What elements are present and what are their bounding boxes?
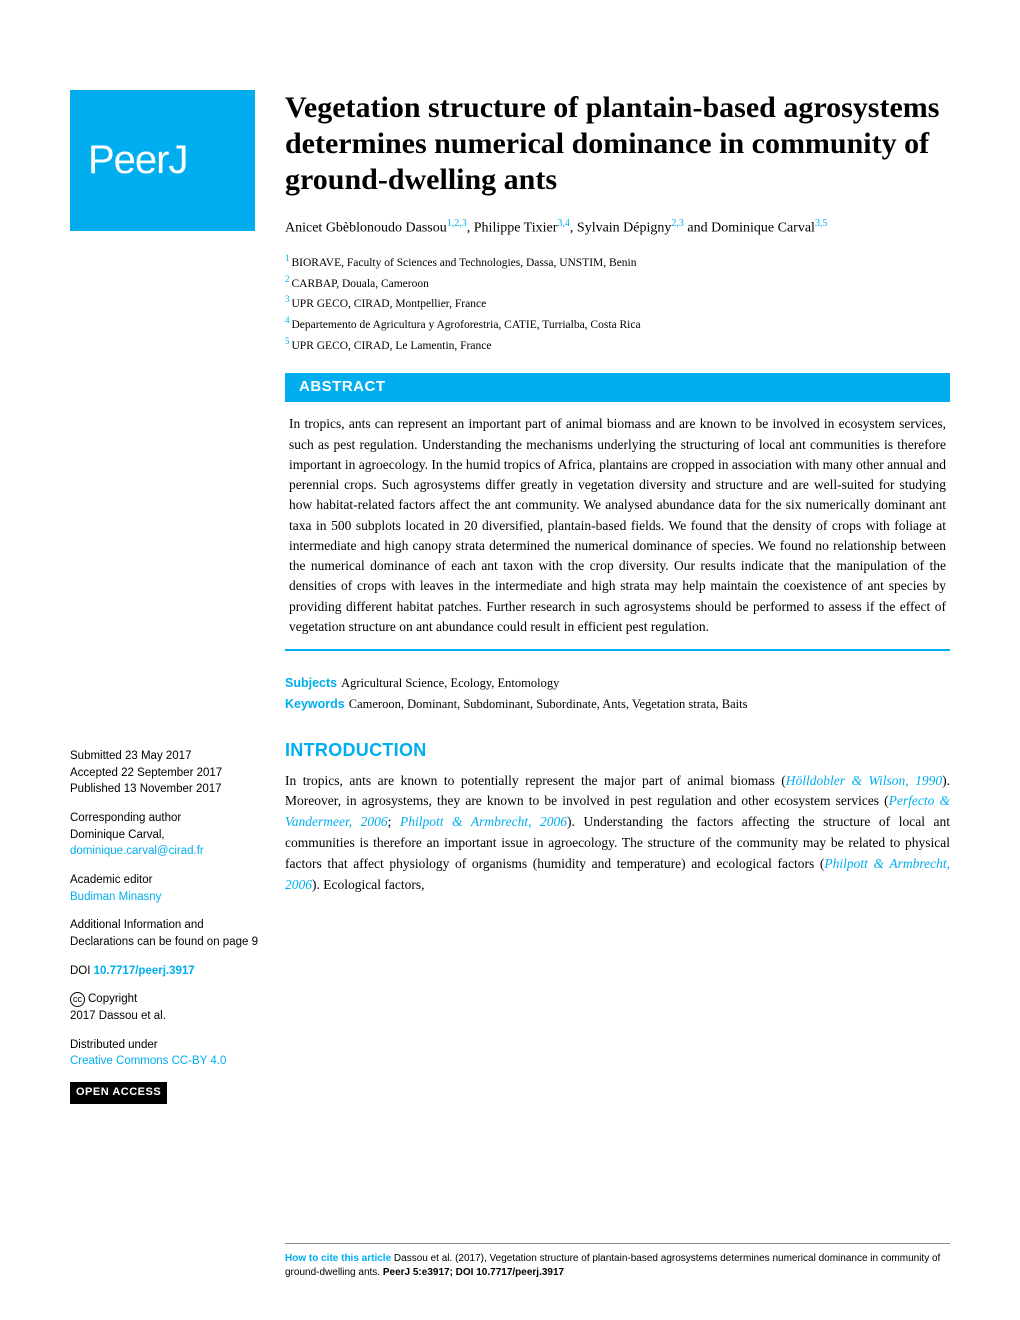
affil-text: UPR GECO, CIRAD, Montpellier, France — [292, 298, 487, 310]
citation-link[interactable]: Hölldobler & Wilson, 1990 — [786, 773, 942, 788]
cc-icon: cc — [70, 992, 85, 1007]
accepted-date: 22 September 2017 — [121, 767, 222, 779]
subjects-label: Subjects — [285, 676, 337, 690]
logo-j: J — [169, 138, 188, 182]
open-access-badge: OPEN ACCESS — [70, 1082, 167, 1104]
affil-number: 2 — [285, 274, 290, 284]
article-metadata-sidebar: Submitted 23 May 2017 Accepted 22 Septem… — [70, 748, 265, 1116]
submitted-label: Submitted — [70, 750, 125, 762]
affil-text: Departemento de Agricultura y Agroforest… — [292, 319, 641, 331]
abstract-header: ABSTRACT — [285, 373, 950, 400]
footer-journal: PeerJ — [383, 1267, 413, 1278]
author[interactable]: Sylvain Dépigny — [577, 221, 672, 236]
author-affil-sup: 3,5 — [815, 218, 828, 229]
additional-info[interactable]: Additional Information and Declarations … — [70, 917, 265, 950]
corresponding-email[interactable]: dominique.carval@cirad.fr — [70, 845, 204, 857]
author[interactable]: Anicet Gbèblonoudo Dassou — [285, 221, 447, 236]
copyright-label: Copyright — [88, 993, 137, 1005]
article-title: Vegetation structure of plantain-based a… — [285, 90, 950, 198]
citation-link[interactable]: Philpott & Armbrecht, 2006 — [400, 814, 567, 829]
abstract-body: In tropics, ants can represent an import… — [285, 400, 950, 651]
corresponding-label: Corresponding author — [70, 810, 265, 827]
corresponding-name: Dominique Carval, — [70, 827, 265, 844]
affil-text: BIORAVE, Faculty of Sciences and Technol… — [292, 257, 637, 269]
affil-text: CARBAP, Douala, Cameroon — [292, 278, 429, 290]
subjects-text: Agricultural Science, Ecology, Entomolog… — [341, 676, 559, 690]
author-affil-sup: 1,2,3 — [447, 218, 467, 229]
doi-label: DOI — [70, 965, 94, 977]
author-affil-sup: 3,4 — [557, 218, 570, 229]
author-affil-sup: 2,3 — [671, 218, 684, 229]
citation-footer: How to cite this article Dassou et al. (… — [285, 1243, 950, 1280]
published-date: 13 November 2017 — [124, 783, 222, 795]
journal-logo: PeerJ — [70, 90, 255, 231]
intro-paragraph: In tropics, ants are known to potentiall… — [285, 771, 950, 897]
published-label: Published — [70, 783, 124, 795]
distributed-label: Distributed under — [70, 1037, 265, 1054]
license-link[interactable]: Creative Commons CC-BY 4.0 — [70, 1055, 226, 1067]
keywords-label: Keywords — [285, 697, 345, 711]
affil-number: 3 — [285, 294, 290, 304]
copyright-text: 2017 Dassou et al. — [70, 1008, 265, 1025]
affil-number: 5 — [285, 336, 290, 346]
author[interactable]: Dominique Carval — [711, 221, 815, 236]
logo-main: Peer — [88, 138, 169, 182]
keywords-text: Cameroon, Dominant, Subdominant, Subordi… — [349, 697, 748, 711]
affil-text: UPR GECO, CIRAD, Le Lamentin, France — [292, 339, 492, 351]
footer-doi: 5:e3917; DOI 10.7717/peerj.3917 — [413, 1267, 564, 1278]
doi-link[interactable]: 10.7717/peerj.3917 — [94, 965, 195, 977]
author-list: Anicet Gbèblonoudo Dassou1,2,3, Philippe… — [285, 216, 950, 240]
how-to-cite-label: How to cite this article — [285, 1253, 394, 1264]
affil-number: 1 — [285, 253, 290, 263]
accepted-label: Accepted — [70, 767, 121, 779]
author[interactable]: Philippe Tixier — [474, 221, 558, 236]
submitted-date: 23 May 2017 — [125, 750, 192, 762]
affiliation-list: 1BIORAVE, Faculty of Sciences and Techno… — [285, 252, 950, 355]
editor-name[interactable]: Budiman Minasny — [70, 891, 161, 903]
affil-number: 4 — [285, 315, 290, 325]
intro-header: INTRODUCTION — [285, 740, 950, 761]
editor-label: Academic editor — [70, 872, 265, 889]
